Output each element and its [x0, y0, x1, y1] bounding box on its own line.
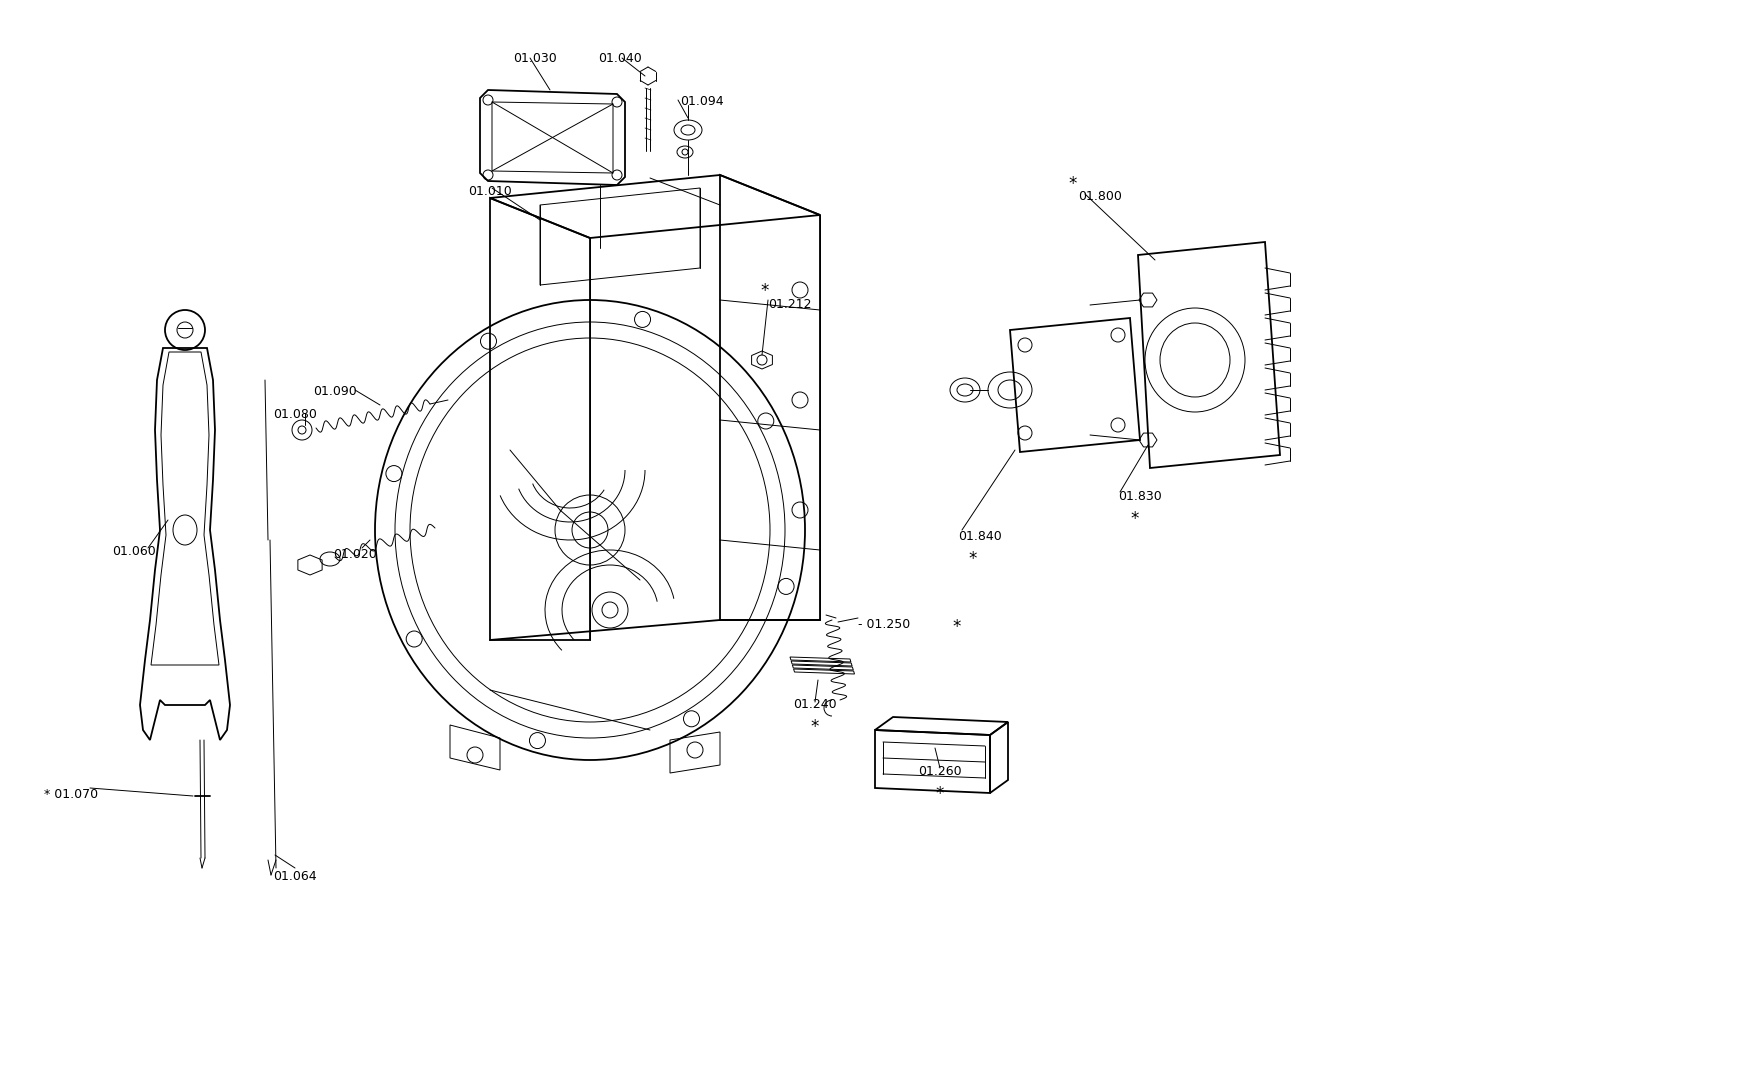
Text: *: * — [1130, 510, 1139, 528]
Text: *: * — [952, 618, 961, 635]
Text: * 01.070: * 01.070 — [44, 788, 98, 801]
Text: 01.830: 01.830 — [1118, 490, 1162, 502]
Text: *: * — [810, 718, 819, 736]
Text: 01.060: 01.060 — [112, 545, 156, 558]
Text: *: * — [968, 550, 977, 568]
Text: 01.800: 01.800 — [1078, 190, 1122, 203]
Text: 01.040: 01.040 — [598, 52, 642, 65]
Text: 01.030: 01.030 — [513, 52, 556, 65]
Text: 01.260: 01.260 — [919, 765, 962, 778]
Text: 01.840: 01.840 — [957, 530, 1001, 543]
Text: - 01.250: - 01.250 — [858, 618, 910, 631]
Text: 01.090: 01.090 — [313, 385, 357, 398]
Text: 01.212: 01.212 — [768, 298, 812, 311]
Text: *: * — [760, 282, 768, 300]
Text: 01.094: 01.094 — [681, 95, 724, 108]
Text: *: * — [1068, 175, 1076, 193]
Text: 01.010: 01.010 — [469, 185, 513, 198]
Text: 01.020: 01.020 — [332, 548, 376, 561]
Text: *: * — [936, 785, 945, 803]
Text: 01.064: 01.064 — [273, 870, 317, 883]
Text: 01.080: 01.080 — [273, 408, 317, 421]
Text: 01.240: 01.240 — [793, 698, 836, 711]
